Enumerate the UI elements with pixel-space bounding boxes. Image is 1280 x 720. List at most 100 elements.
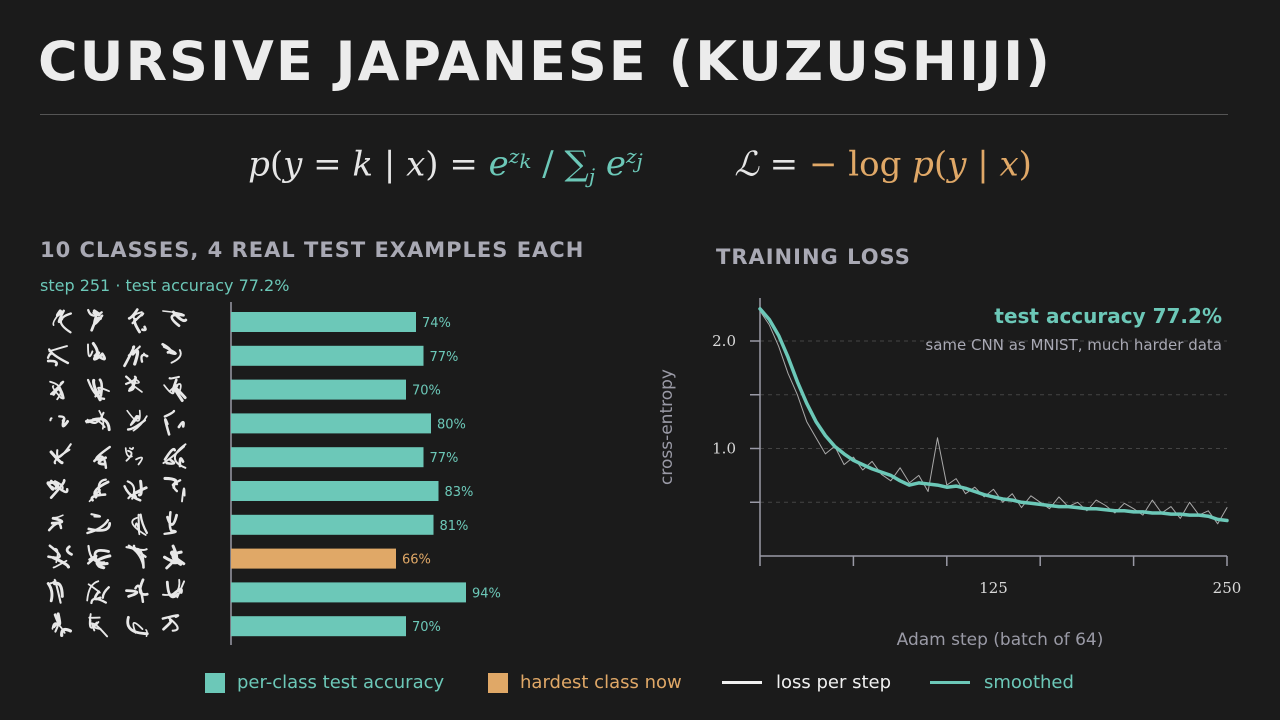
kuzushiji-sample-9-1 xyxy=(88,613,109,638)
glyph-stroke xyxy=(90,493,107,502)
glyph-stroke xyxy=(52,312,61,326)
accuracy-value-label-7: 66% xyxy=(402,553,431,568)
glyph-stroke xyxy=(139,513,149,535)
kuzushiji-sample-7-0 xyxy=(47,544,73,569)
glyph-stroke xyxy=(46,359,58,367)
page-title: CURSIVE JAPANESE (KUZUSHIJI) xyxy=(38,30,1052,93)
legend-label: per-class test accuracy xyxy=(237,672,445,693)
glyph-stroke xyxy=(65,545,73,556)
glyph-stroke xyxy=(161,342,172,354)
glyph-stroke xyxy=(168,375,180,380)
glyph-stroke xyxy=(126,615,149,636)
accuracy-value-label-4: 77% xyxy=(430,451,459,466)
kuzushiji-sample-9-2 xyxy=(126,615,149,637)
accuracy-bar-1 xyxy=(231,345,424,366)
legend-item-accuracy: per-class test accuracy xyxy=(205,672,444,693)
glyph-stroke xyxy=(132,415,148,432)
kuzushiji-sample-5-3 xyxy=(163,476,186,503)
glyph-stroke xyxy=(87,343,94,358)
glyph-stroke xyxy=(172,479,182,493)
glyph-stroke xyxy=(141,325,147,332)
annotation-subtitle: same CNN as MNIST, much harder data xyxy=(925,336,1222,354)
glyph-stroke xyxy=(162,619,173,631)
glyph-stroke xyxy=(46,480,60,490)
legend-swatch-teal-line xyxy=(930,681,970,684)
classes-heading: 10 CLASSES, 4 REAL TEST EXAMPLES EACH xyxy=(40,238,585,262)
accuracy-value-label-3: 80% xyxy=(437,417,466,432)
glyph-stroke xyxy=(177,420,185,429)
kuzushiji-sample-0-1 xyxy=(87,308,104,332)
glyph-stroke xyxy=(165,552,178,570)
glyph-stroke xyxy=(163,447,176,461)
glyph-stroke xyxy=(86,378,106,400)
glyph-stroke xyxy=(140,353,149,363)
y-tick-label: 2.0 xyxy=(712,332,736,350)
accuracy-bar-8 xyxy=(231,582,466,603)
glyph-stroke xyxy=(95,445,111,461)
glyph-stroke xyxy=(98,378,104,397)
accuracy-value-label-9: 70% xyxy=(412,620,441,635)
glyph-stroke xyxy=(137,513,141,533)
glyph-stroke xyxy=(101,586,110,599)
glyph-stroke xyxy=(53,612,62,626)
glyph-stroke xyxy=(47,544,61,559)
accuracy-value-label-5: 83% xyxy=(445,485,474,500)
glyph-stroke xyxy=(48,345,68,353)
glyph-stroke xyxy=(125,589,139,598)
training-loss-heading: TRAINING LOSS xyxy=(716,245,911,269)
glyph-stroke xyxy=(54,480,64,492)
title-divider xyxy=(40,114,1228,115)
accuracy-bar-5 xyxy=(231,481,439,501)
glyph-stroke xyxy=(94,352,106,361)
glyph-stroke xyxy=(59,312,73,334)
kuzushiji-sample-0-0 xyxy=(52,309,73,334)
glyph-stroke xyxy=(46,352,52,359)
kuzushiji-sample-3-2 xyxy=(126,409,148,432)
kuzushiji-sample-5-1 xyxy=(88,478,110,503)
glyph-stroke xyxy=(125,375,135,392)
kuzushiji-sample-1-2 xyxy=(123,345,149,368)
glyph-stroke xyxy=(46,582,54,603)
legend-label: smoothed xyxy=(984,672,1074,693)
glyph-stroke xyxy=(126,409,141,422)
glyph-stroke xyxy=(138,578,149,596)
glyph-stroke xyxy=(52,387,65,400)
glyph-stroke xyxy=(171,550,183,566)
glyph-stroke xyxy=(58,415,66,422)
glyph-stroke xyxy=(52,547,59,564)
glyph-stroke xyxy=(46,481,55,491)
glyph-stroke xyxy=(168,383,182,393)
glyph-stroke xyxy=(124,447,133,458)
glyph-stroke xyxy=(166,513,178,526)
glyph-stroke xyxy=(125,546,148,551)
glyph-stroke xyxy=(127,544,145,567)
glyph-stroke xyxy=(90,316,102,332)
smoothed-series xyxy=(758,307,1229,523)
kuzushiji-sample-grid xyxy=(46,308,188,638)
accuracy-value-label-1: 77% xyxy=(430,350,459,365)
formula-row: p(y = k | x) = ezk / ∑j ezj ℒ = − log p(… xyxy=(0,144,1280,188)
kuzushiji-sample-5-0 xyxy=(46,478,69,499)
glyph-stroke xyxy=(97,478,107,495)
accuracy-bar-2 xyxy=(231,379,406,400)
glyph-stroke xyxy=(131,516,147,536)
glyph-stroke xyxy=(49,450,64,465)
softmax-formula: p(y = k | x) = ezk / ∑j ezj xyxy=(248,144,643,189)
y-axis-label: cross-entropy xyxy=(657,369,677,485)
glyph-stroke xyxy=(131,312,145,325)
kuzushiji-sample-2-1 xyxy=(86,378,110,402)
glyph-stroke xyxy=(171,378,179,393)
accuracy-bar-4 xyxy=(231,447,424,468)
glyph-stroke xyxy=(163,418,171,436)
glyph-stroke xyxy=(97,561,109,570)
glyph-stroke xyxy=(133,486,148,495)
glyph-stroke xyxy=(181,487,186,503)
glyph-stroke xyxy=(56,443,72,458)
kuzushiji-sample-6-3 xyxy=(163,510,178,536)
glyph-stroke xyxy=(165,580,179,599)
glyph-stroke xyxy=(87,583,101,594)
kuzushiji-sample-1-1 xyxy=(87,342,106,361)
y-tick-label: 1.0 xyxy=(712,440,736,458)
x-tick-label: 125 xyxy=(979,579,1008,597)
legend-label: hardest class now xyxy=(520,672,682,693)
